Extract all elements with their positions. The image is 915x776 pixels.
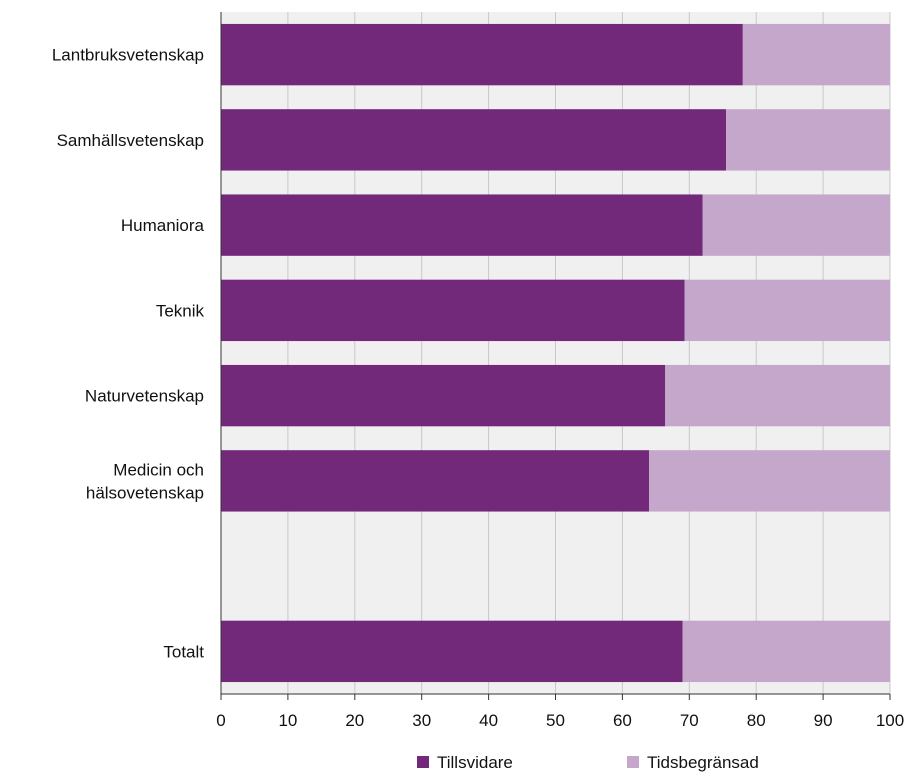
category-label: Samhällsvetenskap	[57, 131, 204, 150]
bar-tidsbegransad-7	[682, 620, 890, 683]
bar-tillsvidare-0	[221, 23, 743, 86]
x-tick-label: 20	[345, 711, 364, 730]
legend-swatch-tidsbegransad	[627, 756, 639, 768]
bars	[221, 23, 890, 683]
x-axis-ticks: 0 10 20 30 40 50 60 70 80 90 100	[216, 694, 904, 730]
category-labels: Lantbruksvetenskap Samhällsvetenskap Human…	[52, 46, 205, 662]
x-tick-label: 100	[876, 711, 904, 730]
bar-tidsbegransad-4	[665, 364, 890, 427]
category-label: Naturvetenskap	[85, 387, 204, 406]
category-label: Totalt	[163, 642, 204, 661]
bar-tidsbegransad-5	[649, 450, 890, 512]
bar-tidsbegransad-1	[726, 109, 890, 171]
legend: Tillsvidare Tidsbegränsad	[417, 753, 759, 772]
x-tick-label: 80	[747, 711, 766, 730]
bar-tidsbegransad-3	[684, 279, 890, 342]
bar-tidsbegransad-0	[742, 23, 890, 86]
bar-tillsvidare-3	[221, 279, 685, 342]
x-tick-label: 10	[278, 711, 297, 730]
bar-tillsvidare-2	[221, 194, 703, 256]
x-tick-label: 30	[412, 711, 431, 730]
x-tick-label: 90	[814, 711, 833, 730]
x-tick-label: 50	[546, 711, 565, 730]
bar-tidsbegransad-2	[702, 194, 890, 256]
bar-tillsvidare-7	[221, 620, 683, 683]
bar-tillsvidare-5	[221, 450, 650, 512]
category-label: hälsovetenskap	[86, 483, 204, 502]
legend-label-tidsbegransad: Tidsbegränsad	[647, 753, 759, 772]
category-label: Medicin och	[113, 460, 204, 479]
category-label: Teknik	[156, 301, 205, 320]
category-label: Lantbruksvetenskap	[52, 46, 204, 65]
x-tick-label: 40	[479, 711, 498, 730]
x-tick-label: 70	[680, 711, 699, 730]
category-label: Humaniora	[121, 216, 205, 235]
legend-swatch-tillsvidare	[417, 756, 429, 768]
bar-tillsvidare-4	[221, 364, 666, 427]
x-tick-label: 0	[216, 711, 225, 730]
bar-tillsvidare-1	[221, 109, 727, 171]
x-tick-label: 60	[613, 711, 632, 730]
legend-label-tillsvidare: Tillsvidare	[437, 753, 513, 772]
